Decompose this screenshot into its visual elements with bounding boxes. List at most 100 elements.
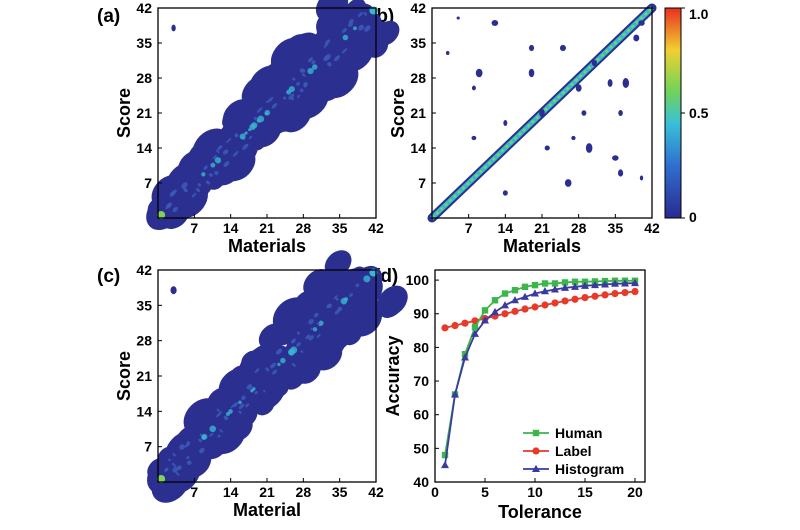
contour-peak [214, 157, 222, 164]
y-tick-label: 14 [410, 140, 426, 156]
data-point [481, 316, 489, 324]
contour-blob [230, 365, 247, 383]
contour-blob [272, 369, 278, 375]
contour-blob [216, 408, 220, 412]
contour-blob [345, 272, 383, 310]
contour-peak [244, 131, 248, 135]
contour-blob [267, 96, 274, 103]
contour-blob [207, 387, 233, 413]
y-axis-label: Score [388, 88, 408, 138]
outlier-blob [639, 175, 644, 181]
data-point [501, 290, 509, 297]
contour-blob [195, 188, 201, 193]
contour-peak [209, 425, 217, 433]
contour-blob [219, 429, 223, 433]
contour-blob [324, 54, 331, 61]
outlier-blob [503, 120, 508, 126]
outlier-blob [585, 143, 593, 153]
contour-blob [246, 384, 252, 390]
outlier-blob [638, 20, 645, 26]
outlier-blob [539, 108, 545, 118]
panel-label-c: (c) [97, 266, 120, 287]
contour-blob [377, 292, 404, 318]
contour-blob [234, 133, 239, 138]
outlier-blob [491, 19, 499, 27]
contour-peak [312, 327, 318, 332]
data-point [611, 279, 619, 287]
contour-blob [288, 93, 295, 100]
contour-blob [209, 173, 213, 177]
contour-blob [186, 456, 190, 460]
y-tick-label: 100 [406, 272, 430, 288]
contour-blob [186, 460, 192, 465]
contour-blob [172, 452, 176, 457]
y-tick-label: 70 [413, 373, 429, 389]
data-point [581, 293, 589, 302]
y-tick-label: 28 [136, 70, 152, 86]
x-tick-label: 42 [644, 220, 660, 236]
data-point [541, 301, 549, 309]
contour-blob [197, 183, 201, 187]
outlier-blob [564, 179, 572, 187]
contour-blob [357, 12, 363, 18]
series-human [441, 277, 639, 459]
data-point [571, 295, 579, 303]
data-point [532, 447, 540, 455]
contour-blob [292, 77, 296, 81]
data-point [471, 329, 479, 337]
data-point [561, 279, 569, 286]
contour-blob [223, 415, 229, 421]
colorbar-tick-label: 0.5 [689, 105, 709, 121]
contour-blob [296, 94, 301, 98]
contour-blob [305, 334, 311, 340]
contour-peak [248, 128, 252, 132]
x-tick-label: 42 [368, 484, 384, 500]
contour-blob [181, 433, 196, 447]
x-tick-label: 14 [223, 220, 239, 236]
x-tick-label: 35 [608, 220, 624, 236]
contour-blob [179, 444, 185, 450]
outlier-blob [456, 16, 460, 20]
contour-blob [242, 143, 249, 150]
data-point [561, 297, 569, 305]
contour-blob [230, 402, 237, 409]
data-point [531, 289, 539, 297]
contour-peak [201, 435, 207, 440]
contour-blob [281, 93, 313, 126]
contour-blob [290, 97, 295, 101]
legend-label: Label [555, 443, 592, 459]
contour-blob [187, 152, 208, 173]
contour-blob [341, 48, 348, 54]
contour-blob [296, 331, 300, 335]
contour-blob [254, 116, 259, 121]
contour-blob [324, 39, 331, 45]
contour-blob [234, 388, 263, 417]
contour-blob [226, 144, 241, 159]
data-point [521, 283, 529, 291]
contour-peak [342, 34, 349, 41]
contour-blob [172, 206, 178, 213]
data-point [511, 296, 519, 304]
x-tick-label: 7 [465, 220, 473, 236]
contour-blob [248, 135, 253, 140]
y-tick-label: 14 [136, 403, 152, 419]
contour-blob [308, 318, 314, 325]
outlier-blob [528, 44, 535, 52]
data-point [481, 307, 489, 314]
heatmap-panel-b: 7 14 21 28 35 42 7 14 21 28 35 42 Materials Score 1… [388, 0, 709, 256]
contour-blob [348, 19, 354, 24]
data-point [631, 287, 639, 296]
contour-blob [265, 367, 270, 372]
data-point [461, 319, 469, 327]
data-point [521, 292, 529, 300]
contour-blob [299, 88, 304, 93]
contour-blob [310, 327, 314, 331]
contour-blob [232, 151, 239, 157]
x-tick-label: 28 [571, 220, 587, 236]
contour-blob [321, 0, 344, 18]
contour-blob [316, 75, 343, 102]
contour-blob [241, 395, 246, 401]
outlier-blob [571, 135, 576, 141]
x-tick-label: 14 [498, 220, 514, 236]
contour-peak [352, 26, 357, 31]
